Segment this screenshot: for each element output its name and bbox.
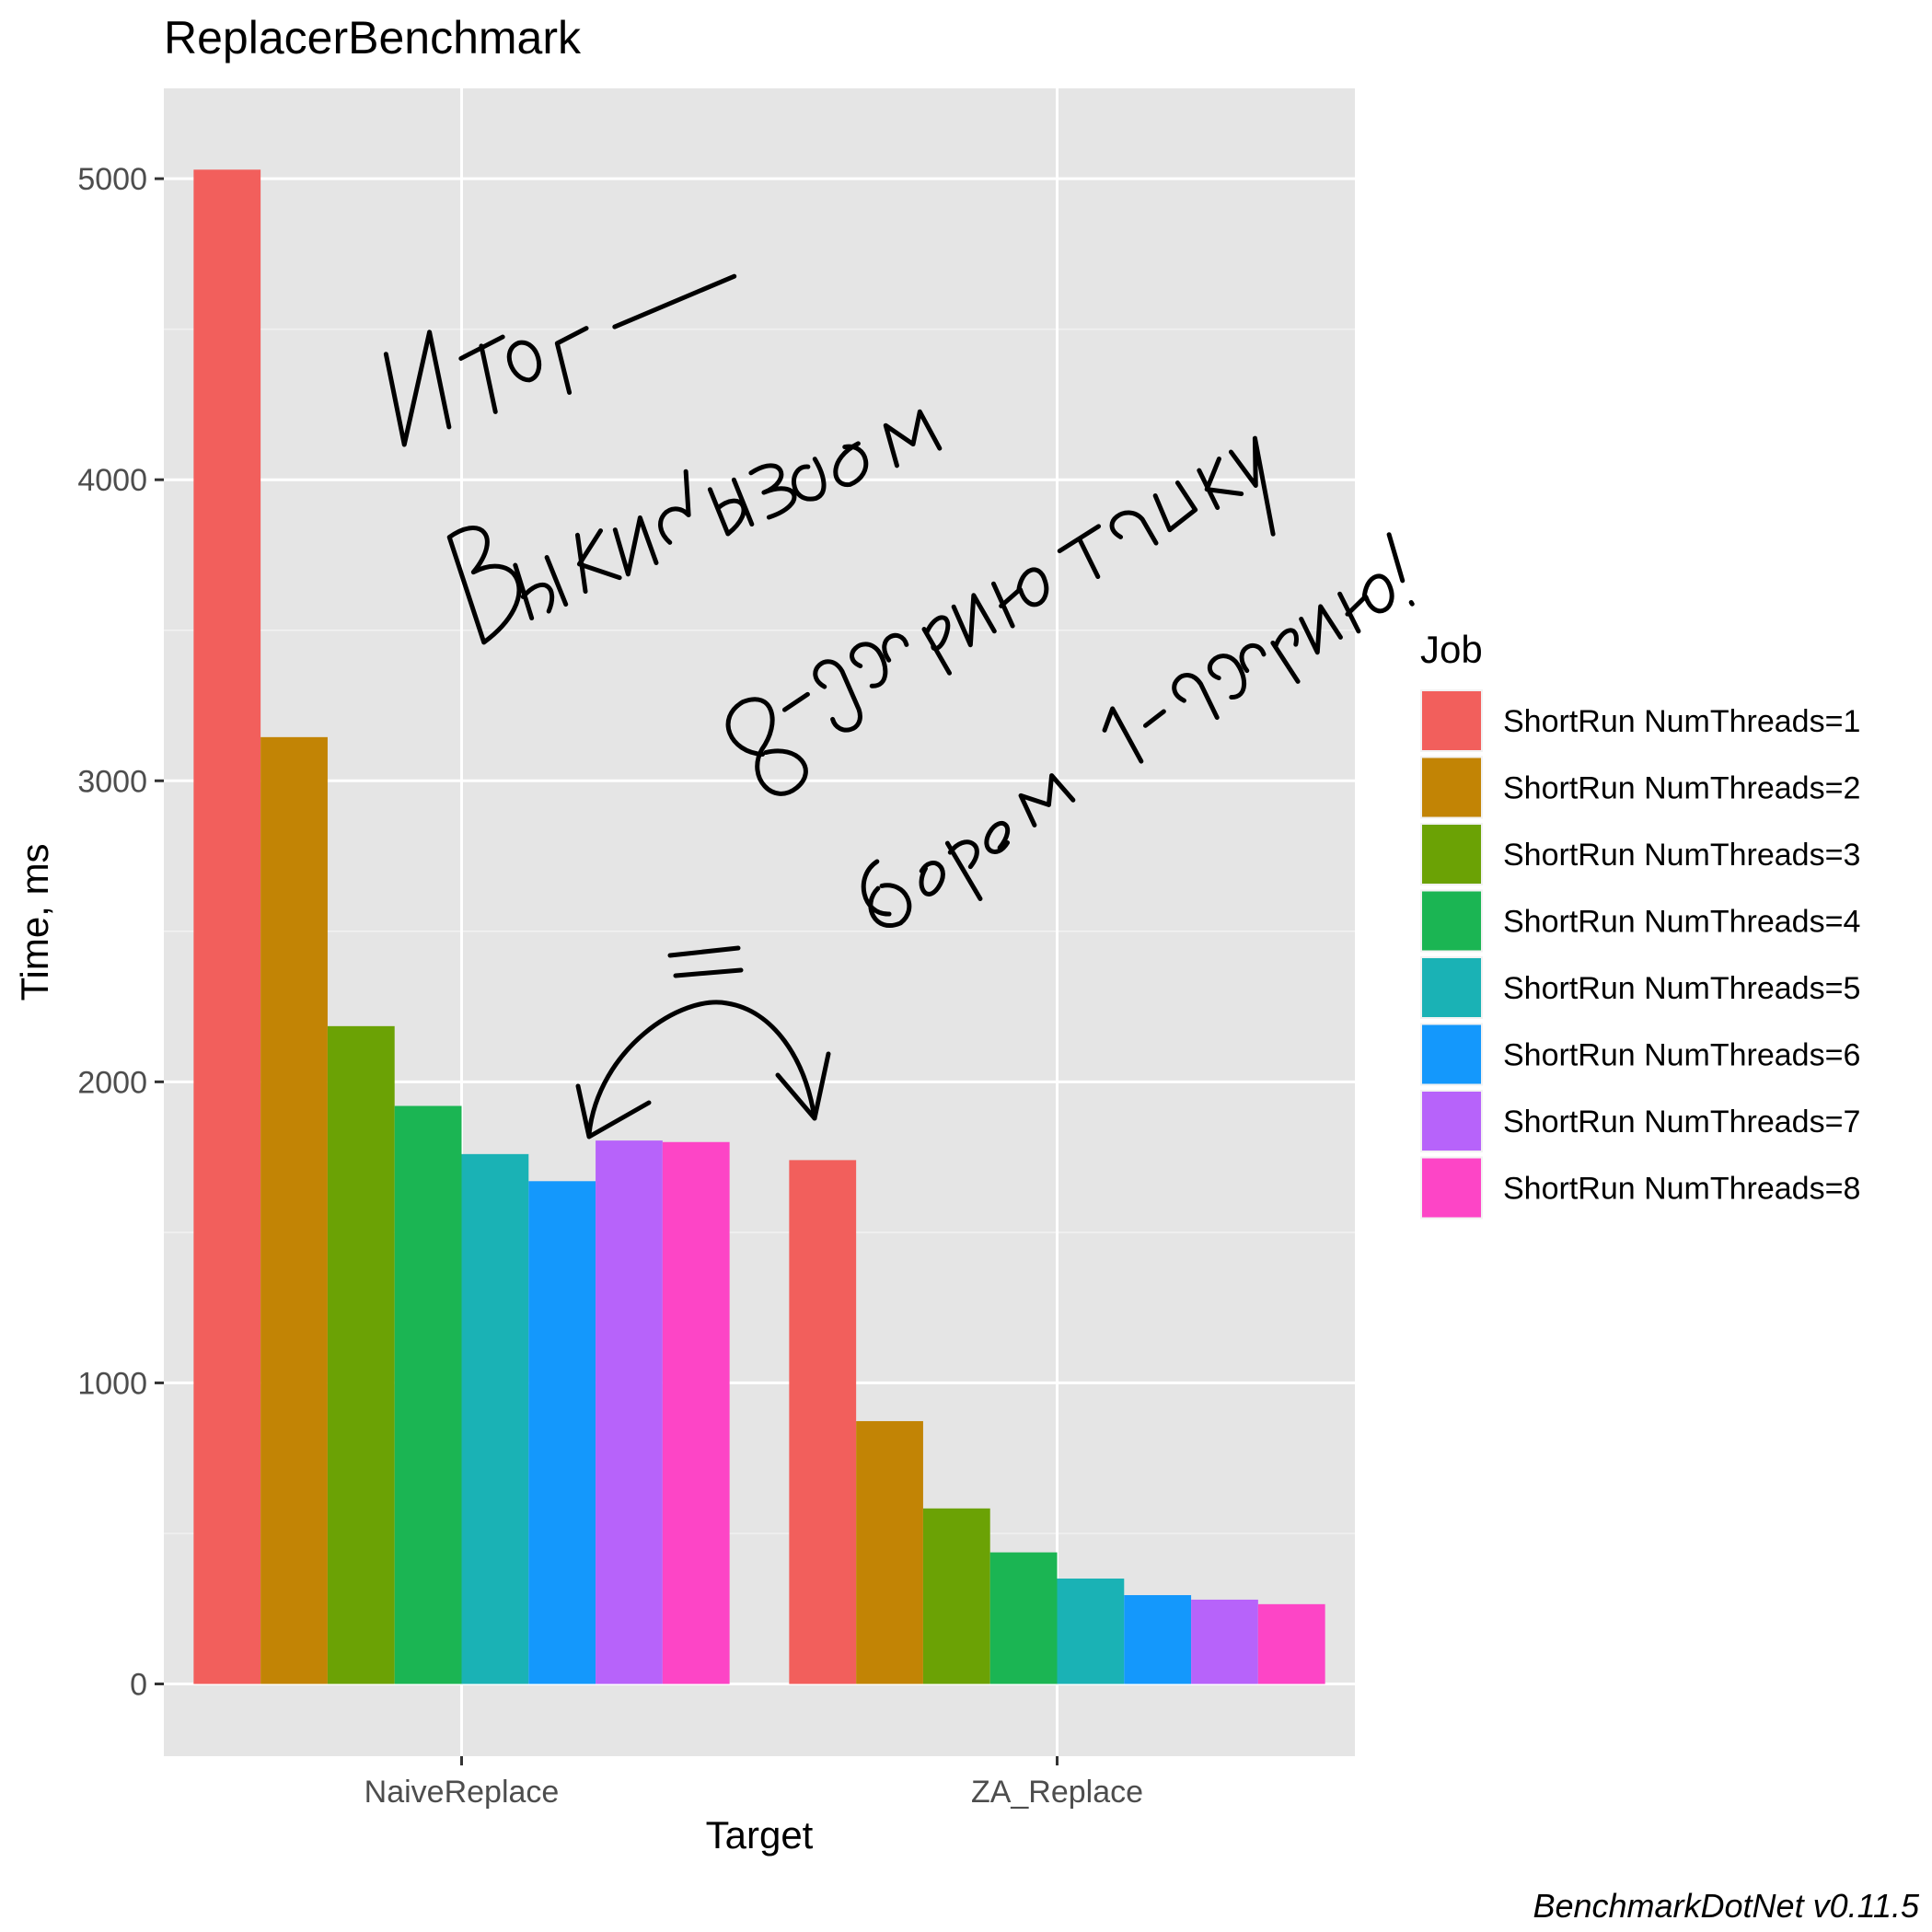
- y-axis: 0 1000 2000 3000 4000 5000: [77, 162, 164, 1703]
- bar: [662, 1141, 730, 1684]
- legend-label: ShortRun NumThreads=4: [1503, 905, 1860, 940]
- bar: [922, 1508, 990, 1684]
- legend-title: Job: [1420, 628, 1483, 671]
- handwritten-annotation: [383, 273, 1415, 1140]
- x-tick-label: ZA_Replace: [971, 1775, 1143, 1810]
- bar: [856, 1420, 923, 1684]
- legend-swatch: [1422, 691, 1481, 750]
- bar: [789, 1160, 857, 1684]
- bar: [1257, 1603, 1325, 1684]
- y-axis-title: Time, ms: [13, 843, 56, 1001]
- bar: [1191, 1599, 1258, 1684]
- bar: [1124, 1595, 1192, 1684]
- legend-label: ShortRun NumThreads=5: [1503, 971, 1860, 1006]
- legend-swatch: [1422, 958, 1481, 1017]
- bars: [193, 169, 1325, 1684]
- legend-swatch: [1422, 1024, 1481, 1084]
- chart-title: ReplacerBenchmark: [164, 12, 582, 64]
- legend-label: ShortRun NumThreads=8: [1503, 1172, 1860, 1207]
- bar: [193, 169, 261, 1684]
- handwriting-arrow: [575, 1000, 831, 1140]
- legend-swatch: [1422, 758, 1481, 817]
- handwriting-line-4: [861, 532, 1415, 928]
- legend-swatch: [1422, 825, 1481, 884]
- y-tick-label: 3000: [77, 764, 147, 799]
- bar: [1057, 1579, 1125, 1684]
- bar: [989, 1552, 1058, 1684]
- handwriting-line-1: [383, 273, 737, 447]
- legend-label: ShortRun NumThreads=3: [1503, 838, 1860, 873]
- y-tick-label: 5000: [77, 162, 147, 197]
- caption: BenchmarkDotNet v0.11.5: [1533, 1887, 1920, 1925]
- bar: [461, 1153, 529, 1684]
- legend-swatch: [1422, 891, 1481, 951]
- legend-label: ShortRun NumThreads=2: [1503, 771, 1860, 806]
- legend: Job ShortRun NumThreads=1 ShortRun NumThr…: [1420, 628, 1860, 1220]
- x-axis-title: Target: [706, 1813, 814, 1857]
- legend-swatch: [1422, 1158, 1481, 1218]
- legend-label: ShortRun NumThreads=1: [1503, 704, 1860, 739]
- y-tick-label: 1000: [77, 1366, 147, 1401]
- bar: [394, 1105, 462, 1684]
- x-tick-label: NaiveReplace: [364, 1775, 560, 1810]
- bar: [528, 1181, 596, 1684]
- handwriting-line-3: [725, 435, 1276, 796]
- handwriting-equals: [667, 945, 744, 978]
- bar: [327, 1025, 395, 1684]
- legend-label: ShortRun NumThreads=6: [1503, 1038, 1860, 1073]
- y-tick-label: 0: [130, 1668, 147, 1703]
- y-tick-label: 4000: [77, 463, 147, 498]
- handwriting-line-2: [446, 409, 943, 645]
- y-tick-label: 2000: [77, 1065, 147, 1100]
- x-axis: NaiveReplace ZA_Replace: [364, 1756, 1143, 1810]
- legend-label: ShortRun NumThreads=7: [1503, 1105, 1860, 1140]
- legend-swatch: [1422, 1092, 1481, 1151]
- bar: [260, 736, 328, 1684]
- bar: [596, 1140, 663, 1684]
